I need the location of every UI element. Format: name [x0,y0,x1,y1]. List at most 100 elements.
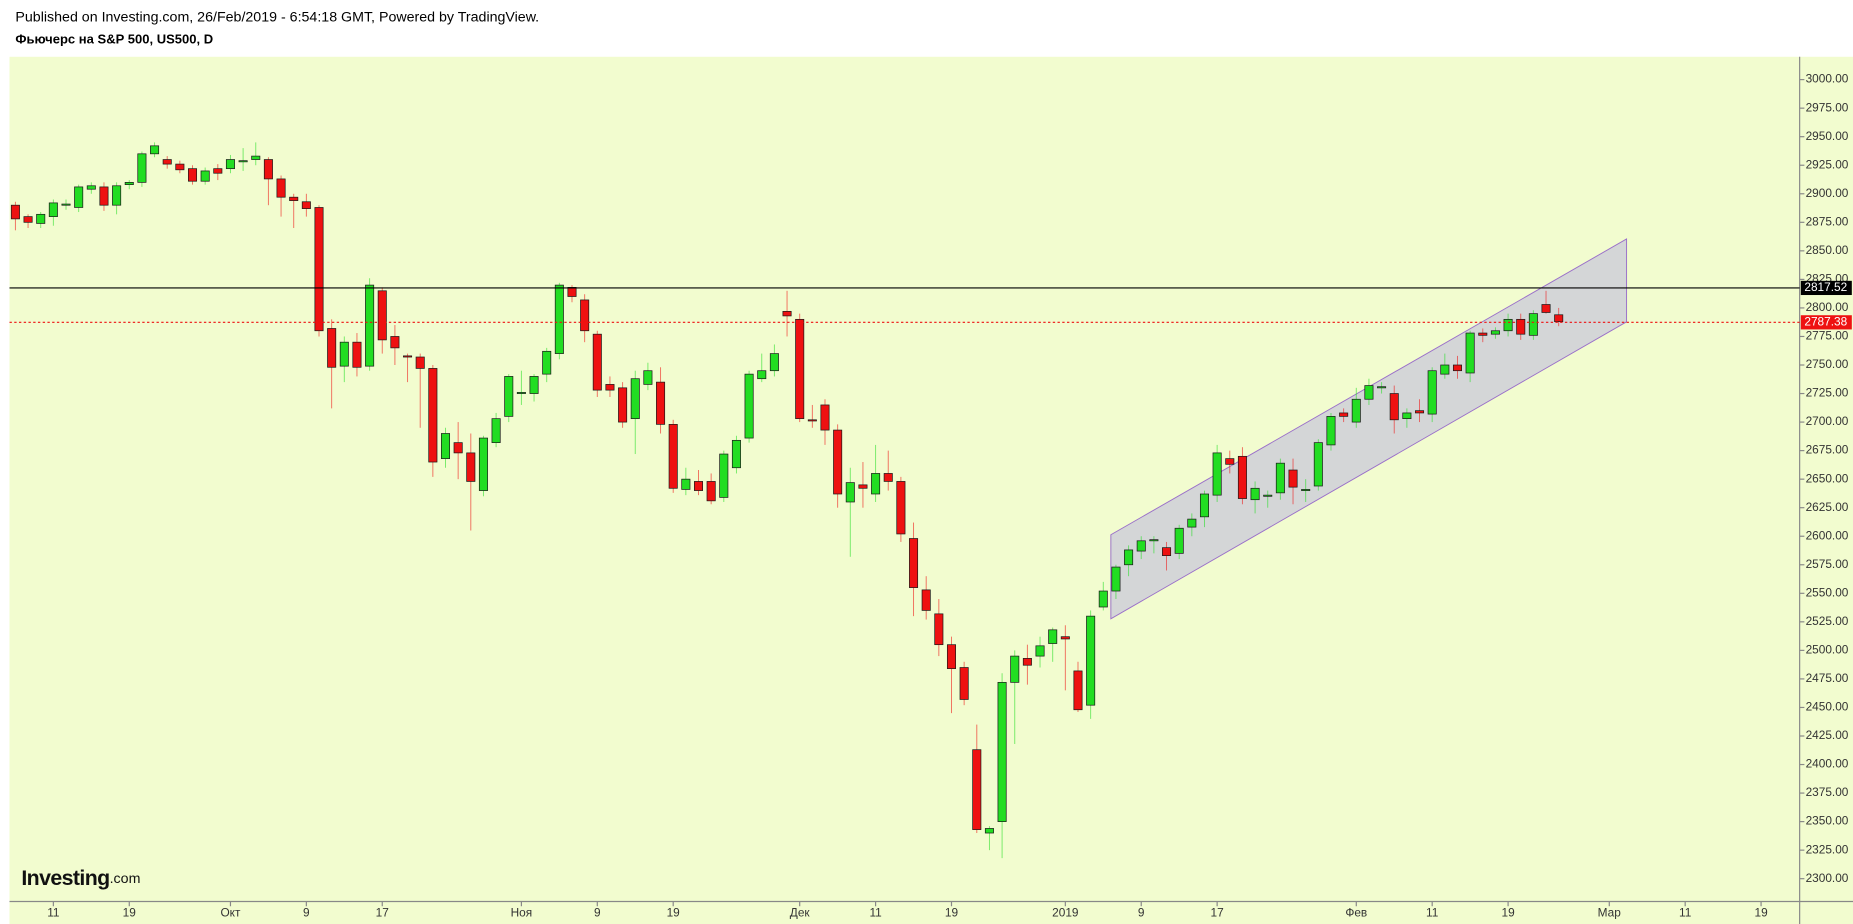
candle-body [1048,629,1058,644]
candle-body [150,145,160,155]
candle-body [959,667,969,700]
candle-body [909,538,919,588]
candle-body [997,681,1007,822]
candle-body [731,439,741,469]
candle-body [10,204,20,220]
candle-body [314,207,324,332]
x-tick-label: 9 [303,905,310,919]
y-tick-label: 2900.00 [1806,186,1849,200]
plot-background [9,56,1853,924]
candle-body [1528,313,1538,336]
candle-body [238,160,248,163]
candle-body [769,353,779,372]
logo-suffix: .com [110,871,141,887]
x-tick-label: 9 [1138,905,1145,919]
candle-body [1073,670,1083,711]
candle-body [74,186,84,208]
candle-body [1465,332,1475,374]
candle-body [934,613,944,646]
published-note: Published on Investing.com, 26/Feb/2019 … [15,10,539,26]
candle-body [478,437,488,491]
y-tick-label: 2650.00 [1806,471,1849,485]
y-tick-label: 2425.00 [1806,728,1849,742]
candle-body [1111,566,1121,592]
candle-body [36,213,46,224]
candle-body [1199,493,1209,518]
candle-body [276,178,286,198]
candle-body [1402,412,1412,420]
candle-body [896,481,906,535]
candle-body [1554,314,1564,322]
candle-body [1275,462,1285,494]
y-tick-label: 2850.00 [1806,243,1849,257]
candle-body [1301,489,1311,491]
x-tick-label: 19 [1501,905,1515,919]
y-tick-label: 2750.00 [1806,357,1849,371]
price-label: 2787.38 [1804,314,1847,328]
x-tick-label: 11 [47,905,59,919]
y-tick-label: 2775.00 [1806,329,1849,343]
candle-body [175,163,185,171]
y-tick-label: 2600.00 [1806,528,1849,542]
candle-body [1452,364,1462,372]
candle-body [1136,540,1146,552]
logo: Investing.com [21,866,140,890]
candle-body [390,336,400,349]
candle-body [1035,645,1045,657]
candle-body [883,473,893,482]
x-tick-label: 17 [376,905,389,919]
x-tick-label: Окт [220,905,241,919]
candle-body [693,481,704,491]
y-tick-label: 2925.00 [1806,157,1849,171]
candle-body [301,201,311,209]
y-tick-label: 2300.00 [1806,871,1849,885]
candle-body [112,185,122,206]
candle-body [365,284,375,367]
price-label: 2817.52 [1804,280,1847,294]
candle-body [1389,393,1399,421]
candle-body [23,216,33,223]
candle-body [668,424,678,489]
candle-body [845,482,855,503]
candle-body [1022,658,1032,666]
candle-body [630,378,640,420]
logo-main: Investing [21,866,109,890]
candle-body [946,644,956,670]
x-tick-label: Фев [1345,905,1367,919]
candle-body [1478,332,1488,336]
candle-body [984,828,994,834]
candle-body [124,182,134,185]
candle-body [251,155,261,160]
candle-body [744,373,754,439]
candle-body [200,170,210,182]
x-tick-label: 9 [594,905,601,919]
candle-body [643,370,653,385]
x-tick-label: 19 [1754,905,1768,919]
x-tick-label: Ноя [511,905,533,919]
candle-body [213,168,223,174]
candle-body [440,433,451,459]
candle-body [1162,547,1172,556]
candle-body [339,341,349,367]
candle-body [1364,385,1374,400]
candle-body [529,376,539,394]
candle-body [377,290,387,341]
candle-body [1516,318,1526,335]
x-tick-label: 2019 [1052,905,1079,919]
candle-body [656,381,666,425]
y-tick-label: 2475.00 [1806,671,1849,685]
candle-body [188,168,198,182]
y-tick-label: 2500.00 [1806,643,1849,657]
candle-body [1098,590,1108,608]
candle-body [504,376,514,417]
y-tick-label: 2550.00 [1806,585,1849,599]
candle-body [1187,518,1197,528]
candle-body [1339,412,1349,417]
candle-body [1490,330,1500,335]
candle-body [137,153,147,183]
y-tick-label: 2975.00 [1806,100,1849,114]
candle-body [871,473,881,495]
price-label-box [1800,280,1852,296]
candle-body [858,484,868,489]
